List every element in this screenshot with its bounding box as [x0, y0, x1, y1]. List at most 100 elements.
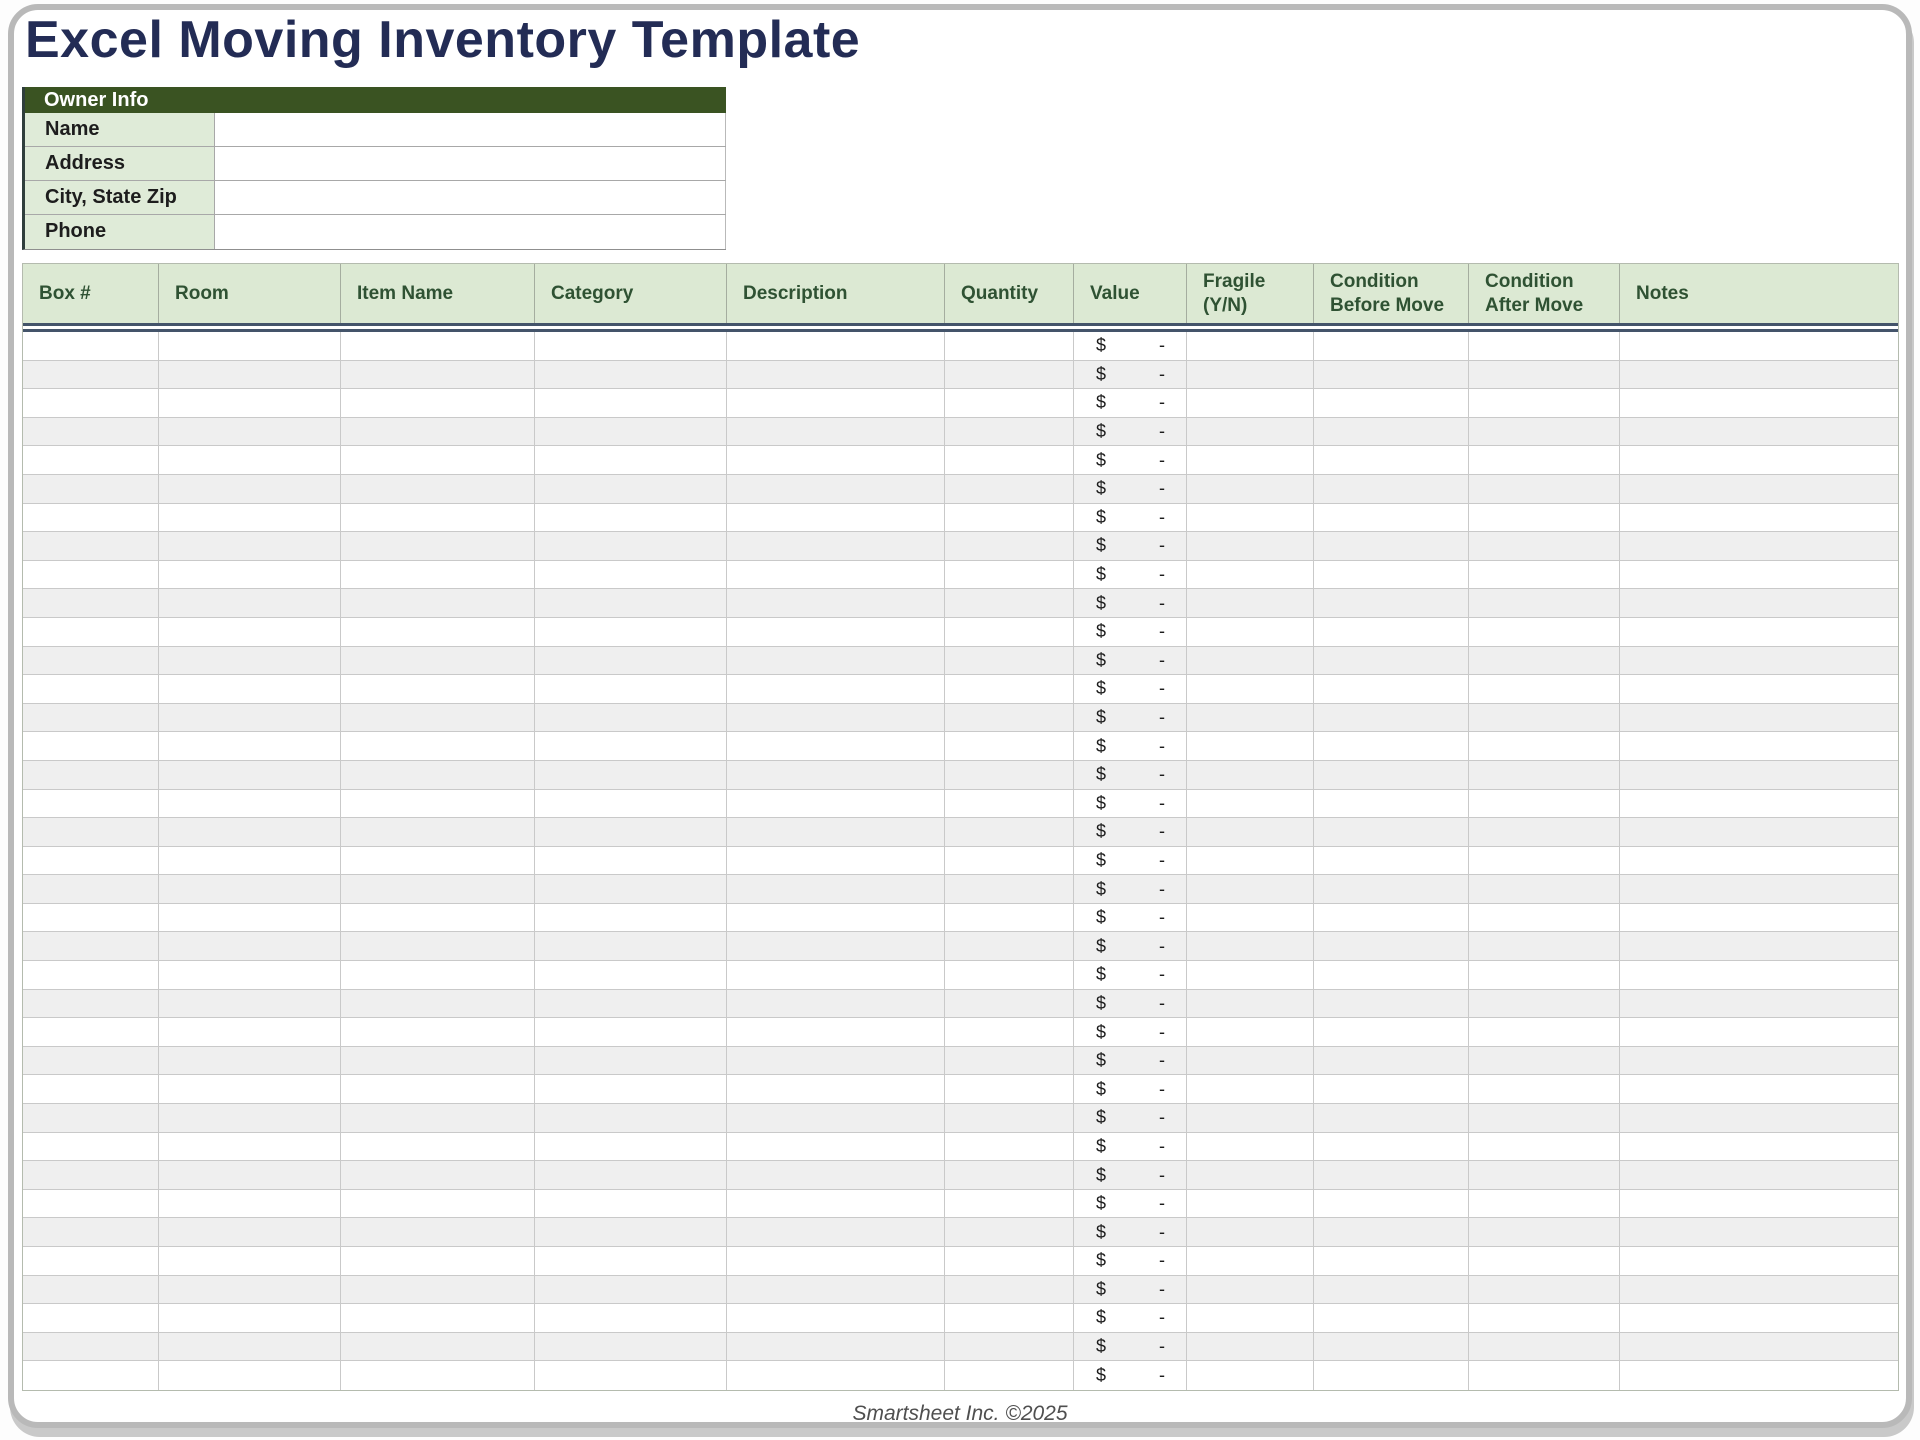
cell-room[interactable] [159, 1304, 341, 1332]
cell-box[interactable] [23, 703, 159, 732]
cell-fragile[interactable] [1187, 446, 1314, 474]
cell-quantity[interactable] [945, 617, 1074, 646]
cell-category[interactable] [535, 1189, 727, 1218]
cell-room[interactable] [159, 818, 341, 846]
cell-condition_after[interactable] [1469, 1104, 1620, 1132]
cell-quantity[interactable] [945, 1304, 1074, 1332]
cell-condition_before[interactable] [1314, 560, 1469, 589]
cell-condition_after[interactable] [1469, 1075, 1620, 1104]
cell-description[interactable] [727, 474, 945, 503]
cell-value[interactable]: $ - [1074, 961, 1187, 989]
cell-item_name[interactable] [341, 1104, 535, 1132]
cell-notes[interactable] [1620, 1333, 1898, 1361]
cell-condition_after[interactable] [1469, 1132, 1620, 1161]
cell-box[interactable] [23, 1275, 159, 1304]
cell-box[interactable] [23, 560, 159, 589]
cell-quantity[interactable] [945, 446, 1074, 474]
cell-category[interactable] [535, 1046, 727, 1075]
cell-condition_after[interactable] [1469, 1361, 1620, 1390]
cell-quantity[interactable] [945, 1247, 1074, 1275]
cell-fragile[interactable] [1187, 1018, 1314, 1046]
cell-category[interactable] [535, 989, 727, 1018]
cell-condition_after[interactable] [1469, 989, 1620, 1018]
cell-condition_before[interactable] [1314, 1361, 1469, 1390]
cell-condition_after[interactable] [1469, 332, 1620, 360]
cell-fragile[interactable] [1187, 389, 1314, 417]
cell-box[interactable] [23, 1304, 159, 1332]
cell-condition_after[interactable] [1469, 1304, 1620, 1332]
cell-box[interactable] [23, 675, 159, 703]
cell-notes[interactable] [1620, 475, 1898, 503]
cell-condition_before[interactable] [1314, 875, 1469, 903]
cell-description[interactable] [727, 560, 945, 589]
cell-box[interactable] [23, 617, 159, 646]
cell-value[interactable]: $ - [1074, 1275, 1187, 1304]
cell-box[interactable] [23, 932, 159, 961]
cell-value[interactable]: $ - [1074, 1361, 1187, 1390]
cell-room[interactable] [159, 1332, 341, 1361]
cell-room[interactable] [159, 675, 341, 703]
cell-condition_after[interactable] [1469, 760, 1620, 789]
cell-box[interactable] [23, 1247, 159, 1275]
cell-fragile[interactable] [1187, 646, 1314, 675]
cell-room[interactable] [159, 932, 341, 961]
cell-description[interactable] [727, 1304, 945, 1332]
cell-item_name[interactable] [341, 1361, 535, 1390]
cell-room[interactable] [159, 1104, 341, 1132]
cell-box[interactable] [23, 1361, 159, 1390]
column-header-condition_after[interactable]: Condition After Move [1469, 264, 1620, 323]
cell-value[interactable]: $ - [1074, 675, 1187, 703]
cell-fragile[interactable] [1187, 703, 1314, 732]
cell-category[interactable] [535, 589, 727, 617]
cell-notes[interactable] [1620, 389, 1898, 417]
cell-condition_before[interactable] [1314, 332, 1469, 360]
cell-room[interactable] [159, 1247, 341, 1275]
cell-room[interactable] [159, 617, 341, 646]
cell-description[interactable] [727, 760, 945, 789]
cell-quantity[interactable] [945, 961, 1074, 989]
cell-item_name[interactable] [341, 1161, 535, 1189]
cell-room[interactable] [159, 703, 341, 732]
cell-condition_after[interactable] [1469, 389, 1620, 417]
cell-box[interactable] [23, 961, 159, 989]
cell-description[interactable] [727, 360, 945, 389]
cell-box[interactable] [23, 818, 159, 846]
cell-condition_before[interactable] [1314, 1332, 1469, 1361]
cell-category[interactable] [535, 503, 727, 532]
cell-item_name[interactable] [341, 932, 535, 961]
cell-category[interactable] [535, 1018, 727, 1046]
cell-description[interactable] [727, 1132, 945, 1161]
cell-fragile[interactable] [1187, 1218, 1314, 1246]
cell-description[interactable] [727, 1332, 945, 1361]
cell-room[interactable] [159, 846, 341, 875]
cell-item_name[interactable] [341, 1075, 535, 1104]
cell-item_name[interactable] [341, 1189, 535, 1218]
cell-condition_before[interactable] [1314, 732, 1469, 760]
cell-room[interactable] [159, 760, 341, 789]
cell-fragile[interactable] [1187, 903, 1314, 932]
cell-quantity[interactable] [945, 589, 1074, 617]
cell-notes[interactable] [1620, 1247, 1898, 1275]
cell-condition_before[interactable] [1314, 417, 1469, 446]
column-header-fragile[interactable]: Fragile (Y/N) [1187, 264, 1314, 323]
cell-value[interactable]: $ - [1074, 875, 1187, 903]
cell-condition_after[interactable] [1469, 1218, 1620, 1246]
cell-value[interactable]: $ - [1074, 360, 1187, 389]
cell-item_name[interactable] [341, 474, 535, 503]
cell-fragile[interactable] [1187, 1189, 1314, 1218]
cell-condition_after[interactable] [1469, 932, 1620, 961]
cell-item_name[interactable] [341, 961, 535, 989]
cell-value[interactable]: $ - [1074, 1104, 1187, 1132]
cell-category[interactable] [535, 446, 727, 474]
cell-condition_after[interactable] [1469, 789, 1620, 818]
cell-condition_after[interactable] [1469, 818, 1620, 846]
cell-fragile[interactable] [1187, 360, 1314, 389]
cell-condition_before[interactable] [1314, 703, 1469, 732]
cell-notes[interactable] [1620, 1304, 1898, 1332]
cell-condition_before[interactable] [1314, 1304, 1469, 1332]
cell-condition_after[interactable] [1469, 1046, 1620, 1075]
cell-value[interactable]: $ - [1074, 760, 1187, 789]
cell-box[interactable] [23, 846, 159, 875]
cell-condition_before[interactable] [1314, 675, 1469, 703]
cell-value[interactable]: $ - [1074, 703, 1187, 732]
